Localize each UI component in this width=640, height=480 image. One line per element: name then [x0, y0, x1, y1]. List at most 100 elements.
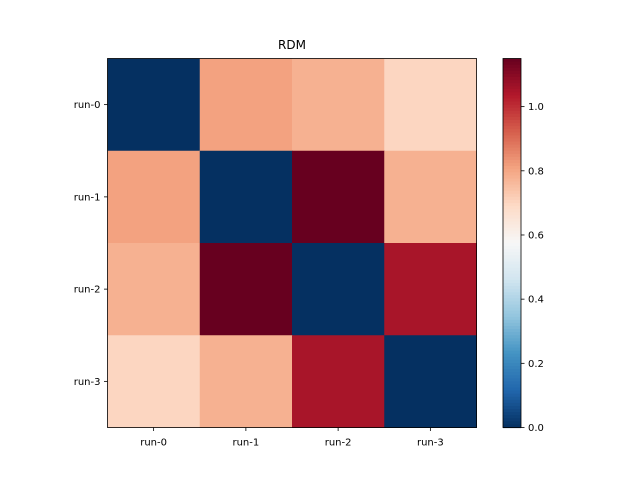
colorbar-slice [503, 104, 521, 109]
colorbar-slice [503, 101, 521, 106]
colorbar-slice [503, 144, 521, 149]
colorbar-slice [503, 221, 521, 226]
colorbar-slice [503, 415, 521, 419]
colorbar-slice [503, 338, 521, 342]
colorbar-slice [503, 264, 521, 269]
colorbar-slice [503, 212, 521, 216]
colorbar-slice [503, 326, 521, 330]
colorbar-slice [503, 147, 521, 152]
colorbar-slice [503, 67, 521, 72]
y-axis-ticks: run-0 run-1 run-2 run-3 [74, 100, 108, 388]
colorbar-slice [503, 233, 521, 238]
colorbar-slice [503, 286, 521, 290]
colorbar-slice [503, 362, 521, 367]
heatmap-cell-1-1 [199, 150, 293, 244]
colorbar-slice [503, 138, 521, 143]
colorbar-slice [503, 261, 521, 266]
colorbar-slice [503, 76, 521, 81]
colorbar: 0.0 0.2 0.4 0.6 0.8 1.0 [502, 58, 544, 434]
colorbar-slice [503, 319, 521, 324]
colorbar-slice [503, 159, 521, 164]
colorbar-slice [503, 227, 521, 232]
colorbar-slice [503, 89, 521, 93]
colorbar-slice [503, 187, 521, 192]
colorbar-slice [503, 295, 521, 299]
colorbar-slice [503, 246, 521, 250]
colorbar-slice [503, 405, 521, 410]
x-tick-label: run-3 [417, 438, 444, 449]
colorbar-slice [503, 236, 521, 241]
x-axis-ticks: run-0 run-1 run-2 run-3 [140, 427, 444, 449]
colorbar-slice [503, 310, 521, 315]
colorbar-slice [503, 86, 521, 90]
colorbar-slice [503, 98, 521, 103]
colorbar-slice [503, 107, 521, 112]
colorbar-slice [503, 292, 521, 296]
colorbar-slice [503, 384, 521, 389]
colorbar-slice [503, 116, 521, 121]
colorbar-slice [503, 329, 521, 333]
heatmap-cell-3-1 [199, 335, 293, 428]
heatmap-cell-1-2 [292, 150, 385, 244]
x-tick-label: run-1 [232, 438, 259, 449]
colorbar-slice [503, 58, 521, 63]
heatmap-cell-2-1 [199, 243, 293, 336]
colorbar-slice [503, 92, 521, 96]
colorbar-slice [503, 301, 521, 306]
heatmap-cell-2-3 [384, 243, 477, 336]
colorbar-slice [503, 273, 521, 278]
colorbar-slice [503, 249, 521, 253]
colorbar-slice [503, 313, 521, 318]
heatmap-cell-2-0 [107, 243, 201, 336]
colorbar-slice [503, 424, 521, 429]
colorbar-slice [503, 190, 521, 195]
colorbar-slice [503, 224, 521, 229]
heatmap-cell-1-3 [384, 150, 477, 244]
colorbar-tick-label: 1.0 [528, 102, 544, 113]
heatmap-cell-2-2 [292, 243, 385, 336]
colorbar-tick-label: 0.0 [528, 423, 544, 434]
colorbar-slice [503, 209, 521, 213]
colorbar-slice [503, 120, 521, 124]
colorbar-slice [503, 335, 521, 339]
colorbar-slice [503, 163, 521, 167]
colorbar-slice [503, 412, 521, 416]
colorbar-slice [503, 258, 521, 263]
colorbar-tick-label: 0.8 [528, 166, 544, 177]
colorbar-slice [503, 113, 521, 118]
colorbar-frame [502, 58, 522, 428]
colorbar-slice [503, 356, 521, 361]
colorbar-slice [503, 206, 521, 210]
colorbar-tick-label: 0.6 [528, 230, 544, 241]
heatmap-cell-0-0 [107, 58, 201, 152]
colorbar-slice [503, 184, 521, 189]
colorbar-slice [503, 347, 521, 352]
colorbar-slice [503, 73, 521, 78]
y-tick-label: run-2 [74, 285, 101, 296]
colorbar-slice [503, 267, 521, 272]
colorbar-slice [503, 193, 521, 198]
colorbar-slice [503, 369, 521, 373]
colorbar-slice [503, 353, 521, 358]
colorbar-slice [503, 80, 521, 84]
colorbar-slice [503, 399, 521, 404]
heatmap-cell-0-2 [292, 58, 385, 152]
colorbar-slice [503, 95, 521, 100]
colorbar-slice [503, 196, 521, 201]
colorbar-tick-label: 0.4 [528, 295, 544, 306]
colorbar-slice [503, 126, 521, 130]
colorbar-slice [503, 421, 521, 426]
colorbar-slice [503, 153, 521, 158]
colorbar-slice [503, 282, 521, 287]
colorbar-slice [503, 270, 521, 275]
colorbar-slice [503, 132, 521, 136]
colorbar-slice [503, 276, 521, 281]
colorbar-slice [503, 215, 521, 219]
colorbar-slice [503, 402, 521, 407]
colorbar-slice [503, 332, 521, 336]
colorbar-slice [503, 70, 521, 75]
colorbar-slice [503, 123, 521, 127]
colorbar-slice [503, 110, 521, 115]
colorbar-slice [503, 83, 521, 87]
